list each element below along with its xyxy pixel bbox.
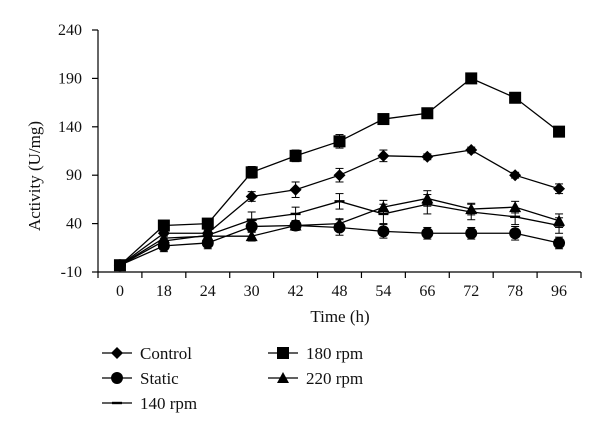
- x-tick-label: 0: [116, 283, 124, 300]
- legend-item-180-rpm: 180 rpm: [268, 344, 363, 363]
- legend-label-control: Control: [140, 344, 192, 363]
- data-point-140-rpm: [554, 224, 565, 227]
- data-point-180-rpm: [421, 107, 434, 120]
- legend-marker-static: [111, 372, 123, 384]
- legend-label-static: Static: [140, 369, 179, 388]
- data-point-140-rpm: [290, 212, 301, 216]
- data-point-140-rpm: [510, 215, 521, 219]
- series-140-rpm: [114, 193, 565, 269]
- data-point-140-rpm: [378, 212, 389, 216]
- data-point-static: [377, 225, 390, 238]
- data-point-220-rpm: [245, 230, 258, 242]
- legend-label-220-rpm: 220 rpm: [306, 369, 363, 388]
- x-tick-label: 24: [200, 283, 216, 300]
- data-point-control: [465, 144, 478, 157]
- data-point-control: [509, 169, 522, 182]
- x-tick-label: 30: [244, 283, 260, 300]
- data-point-control: [245, 190, 258, 203]
- data-point-control: [289, 183, 302, 196]
- data-point-140-rpm: [246, 218, 257, 221]
- y-tick-label: 140: [58, 119, 82, 136]
- data-point-140-rpm: [158, 239, 169, 243]
- x-tick-label: 48: [332, 283, 348, 300]
- x-tick-label: 72: [463, 283, 479, 300]
- legend-label-180-rpm: 180 rpm: [306, 344, 363, 363]
- legend-marker-180-rpm: [277, 347, 289, 359]
- data-point-140-rpm: [334, 200, 345, 203]
- data-point-180-rpm: [289, 149, 302, 162]
- legend-item-static: Static: [102, 369, 179, 388]
- x-tick-label: 42: [288, 283, 304, 300]
- y-tick-label: 40: [66, 216, 82, 233]
- legend-item-220-rpm: 220 rpm: [268, 369, 363, 388]
- legend-item-140-rpm: 140 rpm: [102, 394, 197, 413]
- data-point-control: [377, 149, 390, 162]
- legend-marker-140-rpm: [112, 401, 122, 405]
- data-point-control: [333, 169, 346, 182]
- x-axis-title: Time (h): [310, 307, 369, 326]
- legend-marker-220-rpm: [277, 372, 289, 383]
- y-tick-label: 240: [58, 22, 82, 39]
- data-point-static: [421, 227, 434, 240]
- data-point-static: [465, 227, 478, 240]
- data-point-180-rpm: [245, 166, 258, 179]
- data-point-static: [553, 236, 566, 249]
- series-layer: [113, 72, 566, 272]
- data-point-static: [509, 227, 522, 240]
- data-point-220-rpm: [289, 219, 302, 231]
- data-point-180-rpm: [201, 217, 214, 230]
- y-tick-label: 90: [66, 167, 82, 184]
- data-point-140-rpm: [466, 210, 477, 214]
- x-tick-label: 66: [419, 283, 435, 300]
- x-tick-label: 18: [156, 283, 172, 300]
- data-point-180-rpm: [509, 91, 522, 104]
- axes: -10 40 90 140 190 240 0 18 24 30 42 48 54 66 72 78 96: [58, 22, 582, 300]
- data-point-140-rpm: [202, 234, 213, 237]
- x-tick-label: 78: [507, 283, 523, 300]
- legend: Control 180 rpm Static 220 rpm 140 rpm: [102, 344, 363, 413]
- data-point-control: [421, 150, 434, 163]
- y-tick-label: -10: [61, 264, 82, 281]
- data-point-180-rpm: [377, 113, 390, 126]
- y-tick-label: 190: [58, 70, 82, 87]
- data-point-control: [553, 182, 566, 195]
- x-tick-label: 96: [551, 283, 567, 300]
- legend-label-140-rpm: 140 rpm: [140, 394, 197, 413]
- data-point-220-rpm: [333, 217, 346, 229]
- data-point-140-rpm: [422, 203, 433, 206]
- x-tick-label: 54: [375, 283, 391, 300]
- data-point-140-rpm: [114, 264, 125, 267]
- data-point-180-rpm: [465, 72, 478, 85]
- legend-item-control: Control: [102, 344, 192, 363]
- data-point-180-rpm: [157, 219, 170, 232]
- y-axis-title: Activity (U/mg): [25, 121, 44, 231]
- data-point-180-rpm: [333, 135, 346, 148]
- series-180-rpm: [113, 72, 566, 272]
- legend-marker-control: [111, 347, 123, 359]
- data-point-180-rpm: [553, 125, 566, 138]
